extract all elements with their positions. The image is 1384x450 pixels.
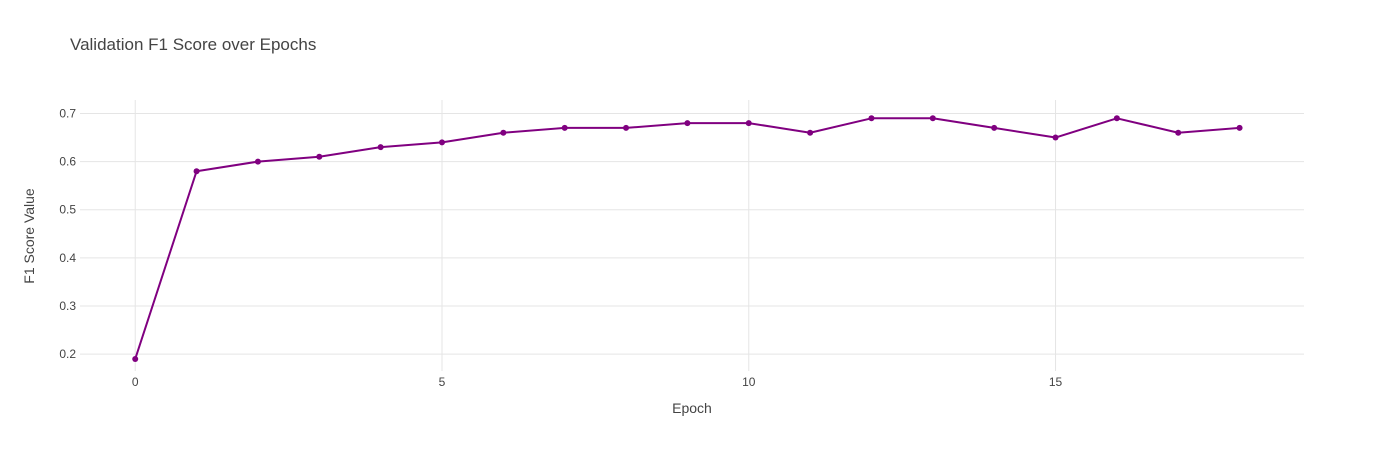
data-point[interactable]: [438, 139, 445, 146]
y-tick-label: 0.6: [59, 155, 76, 169]
y-axis-title: F1 Score Value: [21, 188, 37, 284]
data-point[interactable]: [316, 153, 323, 160]
data-point[interactable]: [623, 124, 630, 131]
data-point[interactable]: [1113, 115, 1120, 122]
x-tick-label: 5: [439, 375, 446, 389]
chart-title: Validation F1 Score over Epochs: [70, 35, 316, 54]
tick-layer: 0.2 0.3 0.4 0.5 0.6 0.7 0 5 10 15: [59, 106, 1062, 389]
data-point[interactable]: [193, 168, 200, 175]
data-point[interactable]: [1052, 134, 1059, 141]
data-point[interactable]: [745, 120, 752, 127]
data-point[interactable]: [377, 144, 384, 151]
series-layer: [132, 115, 1243, 362]
data-point[interactable]: [500, 129, 507, 136]
x-axis-title: Epoch: [672, 400, 712, 416]
data-point[interactable]: [561, 124, 568, 131]
y-tick-label: 0.2: [59, 347, 76, 361]
y-tick-label: 0.7: [59, 106, 76, 120]
series-line: [134, 117, 1240, 360]
y-tick-label: 0.4: [59, 251, 76, 265]
data-point[interactable]: [684, 120, 691, 127]
data-point[interactable]: [807, 129, 814, 136]
data-point[interactable]: [868, 115, 875, 122]
data-point[interactable]: [1175, 129, 1182, 136]
data-point[interactable]: [132, 355, 139, 362]
data-point[interactable]: [929, 115, 936, 122]
x-tick-label: 0: [132, 375, 139, 389]
x-tick-label: 10: [742, 375, 756, 389]
data-point[interactable]: [1236, 124, 1243, 131]
x-tick-label: 15: [1049, 375, 1063, 389]
data-point[interactable]: [254, 158, 261, 165]
data-point[interactable]: [991, 124, 998, 131]
y-tick-label: 0.3: [59, 299, 76, 313]
grid-layer: [80, 100, 1304, 371]
y-tick-label: 0.5: [59, 203, 76, 217]
